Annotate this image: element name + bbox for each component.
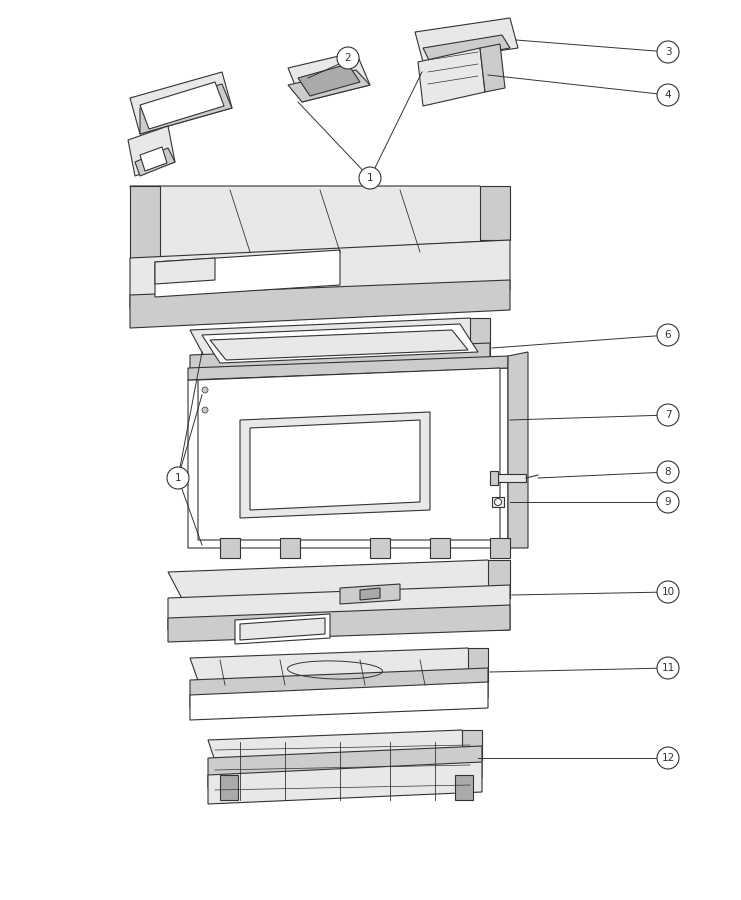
Polygon shape	[235, 614, 330, 644]
Polygon shape	[360, 588, 380, 600]
Polygon shape	[140, 147, 167, 171]
Polygon shape	[340, 584, 400, 604]
Polygon shape	[498, 474, 526, 482]
Text: 9: 9	[665, 497, 671, 507]
Polygon shape	[288, 52, 370, 102]
Polygon shape	[128, 126, 175, 176]
Polygon shape	[280, 538, 300, 558]
Polygon shape	[240, 618, 325, 640]
Polygon shape	[480, 44, 505, 92]
Text: 3: 3	[665, 47, 671, 57]
Polygon shape	[430, 538, 450, 558]
Circle shape	[657, 657, 679, 679]
Polygon shape	[488, 560, 510, 598]
Circle shape	[657, 491, 679, 513]
Polygon shape	[455, 775, 473, 800]
Polygon shape	[130, 280, 510, 328]
Text: 1: 1	[367, 173, 373, 183]
Polygon shape	[490, 471, 498, 485]
Text: 11: 11	[662, 663, 674, 673]
Polygon shape	[168, 560, 510, 610]
Text: 4: 4	[665, 90, 671, 100]
Polygon shape	[140, 84, 232, 134]
Circle shape	[202, 387, 208, 393]
Text: 10: 10	[662, 587, 674, 597]
Polygon shape	[298, 64, 360, 96]
Polygon shape	[188, 368, 508, 548]
Polygon shape	[135, 148, 175, 176]
Circle shape	[657, 324, 679, 346]
Circle shape	[337, 47, 359, 69]
Polygon shape	[468, 648, 488, 682]
Polygon shape	[190, 682, 488, 720]
Polygon shape	[208, 762, 482, 804]
Text: 6: 6	[665, 330, 671, 340]
Polygon shape	[130, 186, 160, 258]
Polygon shape	[208, 730, 472, 770]
Text: 8: 8	[665, 467, 671, 477]
Circle shape	[494, 499, 502, 506]
Polygon shape	[202, 324, 478, 363]
Polygon shape	[155, 250, 340, 297]
Polygon shape	[240, 412, 430, 518]
Polygon shape	[508, 352, 528, 548]
Polygon shape	[155, 258, 215, 284]
Polygon shape	[168, 605, 510, 642]
Text: 7: 7	[665, 410, 671, 420]
Polygon shape	[130, 186, 510, 258]
Polygon shape	[492, 497, 504, 507]
Polygon shape	[415, 18, 518, 62]
Polygon shape	[480, 186, 510, 240]
Polygon shape	[188, 356, 508, 380]
Circle shape	[657, 404, 679, 426]
Text: 12: 12	[662, 753, 674, 763]
Polygon shape	[418, 48, 485, 106]
Polygon shape	[462, 730, 482, 760]
Polygon shape	[370, 538, 390, 558]
Polygon shape	[190, 648, 482, 692]
Polygon shape	[220, 538, 240, 558]
Polygon shape	[470, 318, 490, 355]
Circle shape	[657, 41, 679, 63]
Polygon shape	[140, 82, 224, 129]
Polygon shape	[250, 420, 420, 510]
Circle shape	[657, 461, 679, 483]
Polygon shape	[190, 343, 490, 380]
Polygon shape	[490, 538, 510, 558]
Circle shape	[657, 747, 679, 769]
Polygon shape	[288, 70, 370, 102]
Text: 1: 1	[175, 473, 182, 483]
Polygon shape	[190, 318, 490, 367]
Polygon shape	[130, 240, 510, 308]
Polygon shape	[423, 35, 510, 62]
Polygon shape	[210, 330, 468, 360]
Polygon shape	[198, 368, 500, 540]
Text: 2: 2	[345, 53, 351, 63]
Circle shape	[657, 84, 679, 106]
Polygon shape	[220, 775, 238, 800]
Circle shape	[167, 467, 189, 489]
Polygon shape	[190, 668, 488, 708]
Polygon shape	[208, 746, 482, 788]
Polygon shape	[168, 585, 510, 630]
Circle shape	[657, 581, 679, 603]
Polygon shape	[130, 72, 232, 134]
Circle shape	[202, 407, 208, 413]
Circle shape	[359, 167, 381, 189]
